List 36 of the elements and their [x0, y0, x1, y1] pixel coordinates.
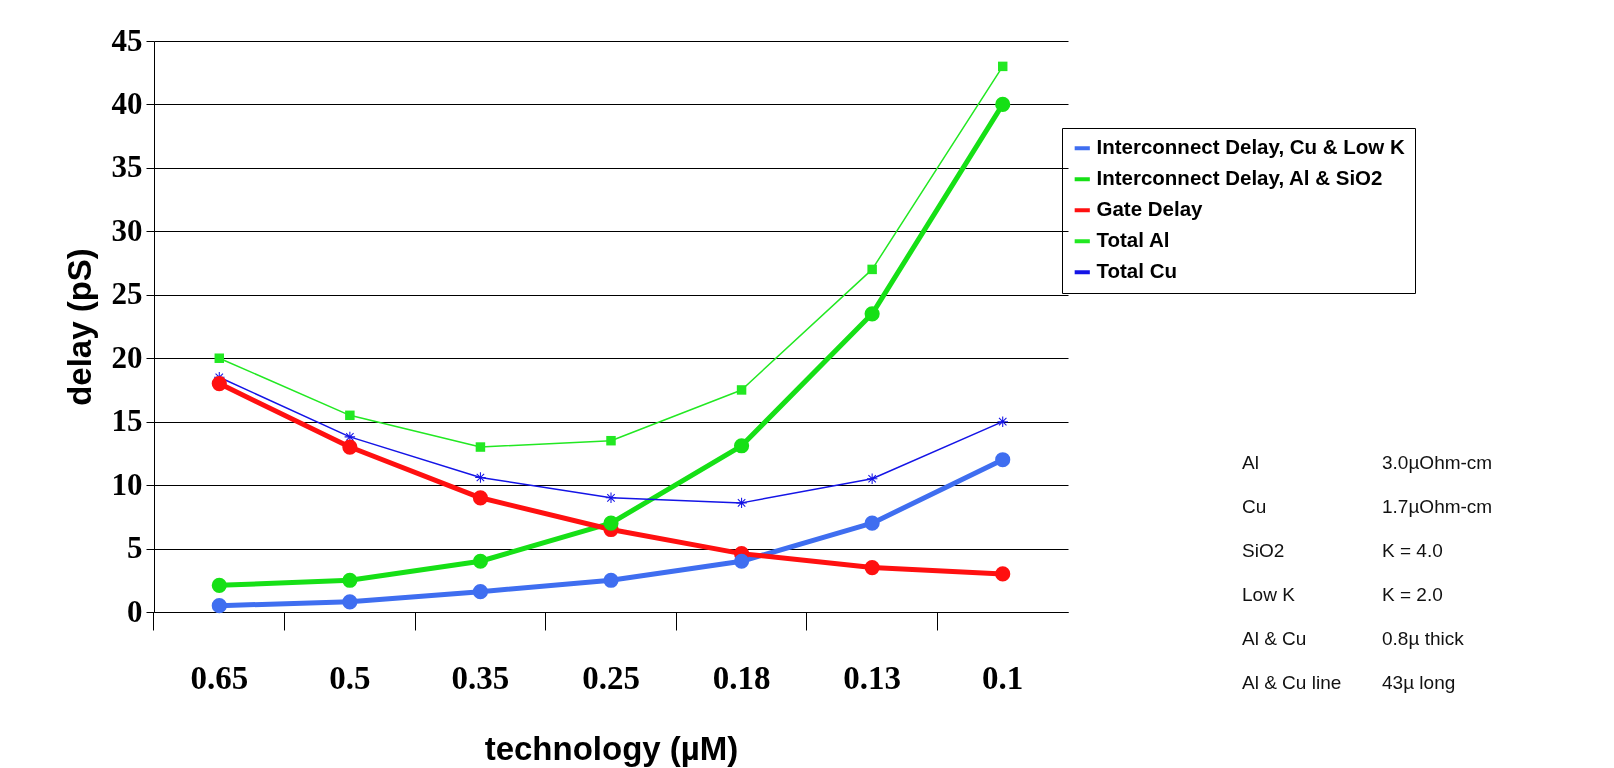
legend-label: Gate Delay — [1096, 197, 1204, 221]
legend-label: Total Al — [1096, 228, 1170, 252]
text: 3.0µOhm-cm — [1382, 452, 1494, 474]
y-tick-label: 40 — [111, 85, 143, 121]
text: 0.8µ thick — [1382, 628, 1465, 650]
text: 1.7µOhm-cm — [1382, 496, 1494, 518]
y-tick-label: 20 — [111, 339, 143, 375]
y-tick-label: 0 — [127, 593, 143, 629]
y-tick-label: 45 — [111, 22, 143, 58]
legend-label: Total Cu — [1096, 259, 1177, 283]
text: 43µ long — [1382, 672, 1457, 694]
legend-label: Interconnect Delay, Al & SiO2 — [1096, 166, 1383, 190]
y-tick-label: 5 — [127, 530, 143, 566]
y-tick-label: 10 — [111, 466, 143, 502]
text: K = 2.0 — [1382, 584, 1444, 606]
y-tick-label: 35 — [111, 149, 143, 185]
text: SiO2 — [1242, 540, 1286, 562]
text: Low K — [1242, 584, 1296, 606]
legend-label: Interconnect Delay, Cu & Low K — [1096, 135, 1405, 159]
x-tick-label: 0.5 — [329, 659, 371, 696]
x-tick-label: 0.25 — [582, 659, 640, 696]
x-tick-label: 0.65 — [190, 659, 249, 696]
x-tick-label: 0.1 — [982, 659, 1024, 696]
text: Al & Cu — [1242, 628, 1308, 650]
text: Cu — [1242, 496, 1268, 518]
x-tick-label: 0.18 — [712, 659, 771, 696]
y-tick-label: 30 — [111, 212, 143, 248]
x-tick-label: 0.13 — [843, 659, 902, 696]
y-tick-label: 25 — [111, 276, 143, 312]
y-axis-title: delay (pS) — [60, 248, 98, 406]
x-axis-title: technology (µM) — [484, 729, 739, 767]
y-tick-label: 15 — [111, 403, 143, 439]
text: Al & Cu line — [1242, 672, 1343, 694]
text: Al — [1242, 452, 1260, 474]
x-tick-label: 0.35 — [451, 659, 510, 696]
text: K = 4.0 — [1382, 540, 1444, 562]
